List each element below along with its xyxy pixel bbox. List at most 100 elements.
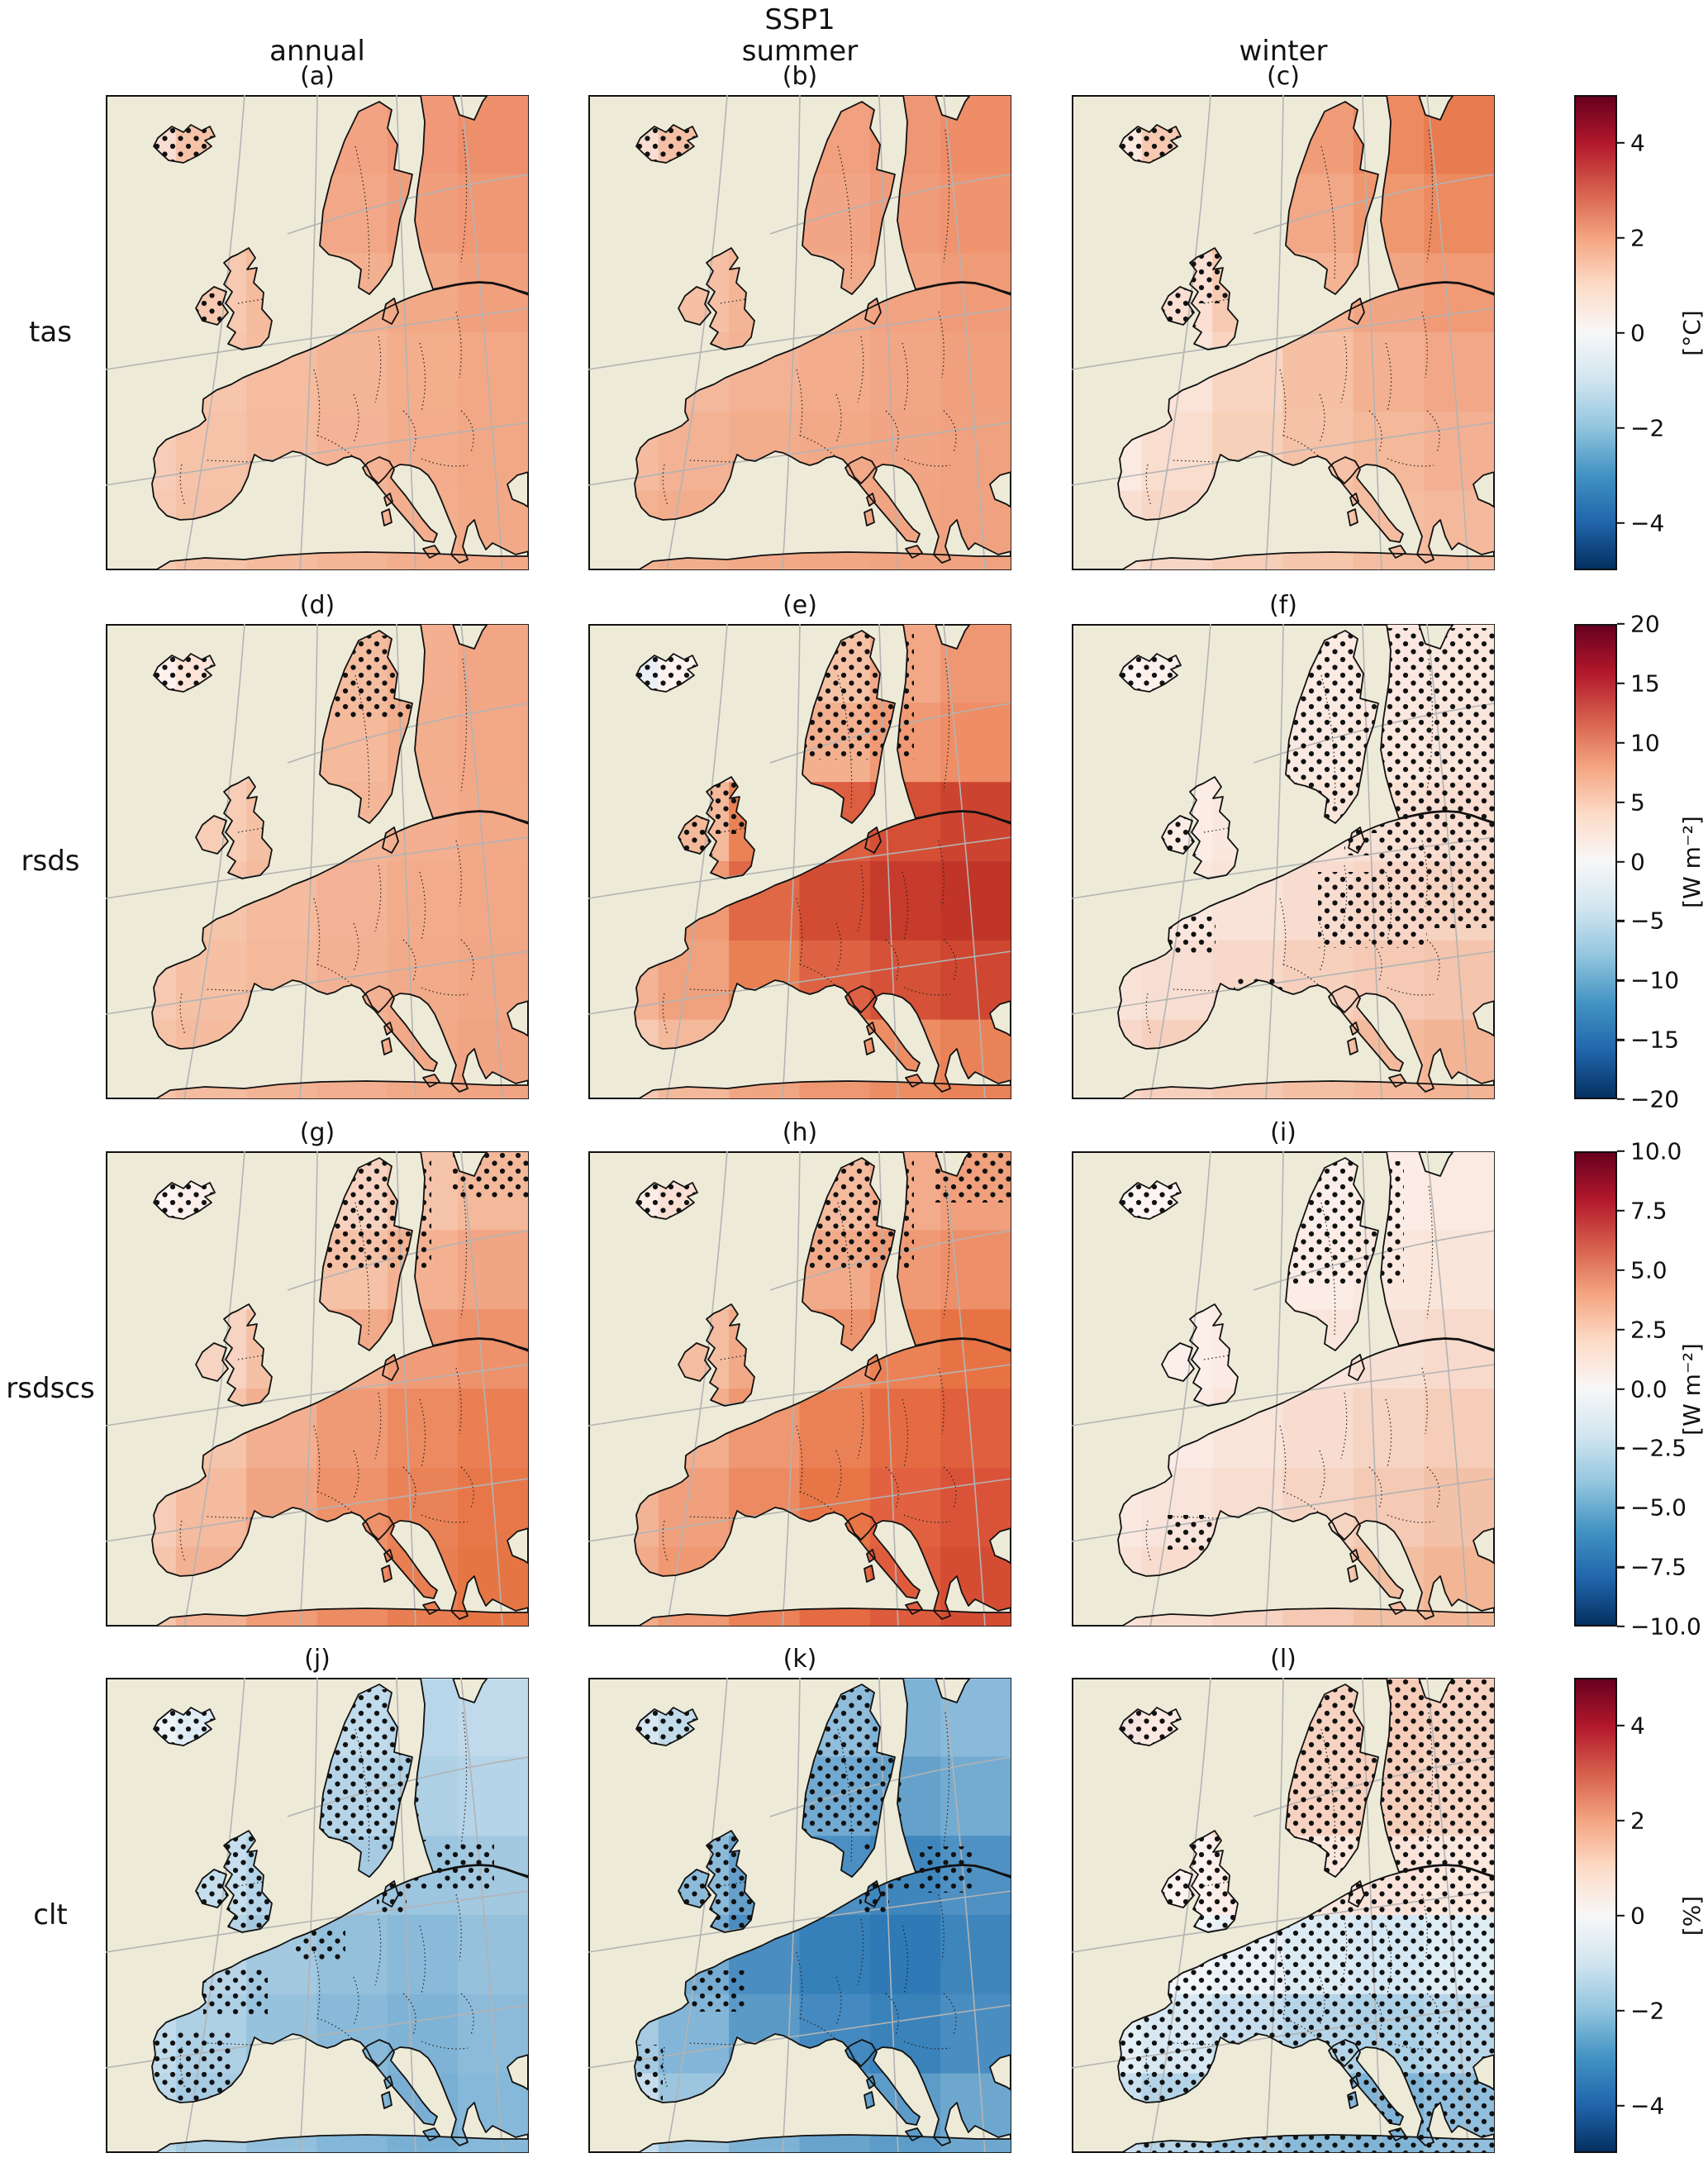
colorbar-tick-label: 10 — [1630, 729, 1660, 757]
colorbar-tick-label: 0 — [1630, 848, 1645, 875]
colorbar-tick-label: 4 — [1630, 1712, 1645, 1739]
column-header-summer: summer — [741, 35, 859, 68]
colorbar-clt: 4 2 0 −2 −4 [%] — [1574, 1678, 1708, 2153]
map-panel-rsds-winter: (f) — [1072, 591, 1495, 1099]
colorbar-gradient — [1574, 1678, 1617, 2153]
panel-letter-h: (h) — [782, 1118, 818, 1147]
panel-letter-d: (d) — [299, 591, 335, 620]
colorbar-tick-mark — [1617, 331, 1625, 334]
panel-letter-c: (c) — [1267, 62, 1300, 91]
map-panel-tas-winter: (c) — [1072, 62, 1495, 570]
colorbar-tick-mark — [1617, 741, 1625, 744]
colorbar-tick-label: 15 — [1630, 669, 1660, 698]
column-header-annual: annual — [269, 35, 365, 68]
colorbar-tick-mark — [1617, 2009, 1625, 2012]
colorbar-tick-mark — [1617, 426, 1625, 429]
colorbar-tick-label: −5.0 — [1630, 1493, 1687, 1522]
panel-letter-j: (j) — [304, 1645, 331, 1674]
colorbar-tick-label: 4 — [1630, 129, 1645, 156]
europe-map-d — [106, 624, 529, 1099]
colorbar-tick-mark — [1617, 622, 1625, 626]
colorbar-tick-mark — [1617, 1209, 1625, 1212]
colorbar-tas: 4 2 0 −2 −4 [°C] — [1574, 95, 1708, 570]
panel-letter-e: (e) — [783, 591, 817, 620]
colorbar-tick-label: 2 — [1630, 224, 1645, 251]
row-label-clt: clt — [33, 1898, 68, 1931]
panel-letter-g: (g) — [299, 1118, 335, 1147]
colorbar-tick-label: −7.5 — [1630, 1553, 1687, 1581]
colorbar-unit-label: [°C] — [1678, 309, 1706, 356]
map-panel-rsds-annual: (d) — [106, 591, 529, 1099]
row-label-tas: tas — [29, 316, 72, 349]
europe-map-k — [588, 1678, 1011, 2153]
row-label-rsds: rsds — [21, 845, 80, 878]
colorbar-tick-label: −2.5 — [1630, 1434, 1687, 1462]
colorbar-tick-label: −10 — [1630, 966, 1680, 994]
figure-title: SSP1 — [764, 3, 835, 36]
colorbar-tick-mark — [1617, 920, 1625, 922]
colorbar-tick-mark — [1617, 522, 1625, 524]
colorbar-tick-mark — [1617, 1388, 1625, 1390]
colorbar-unit-label: [W m⁻²] — [1678, 1342, 1706, 1436]
colorbar-gradient — [1574, 1151, 1617, 1627]
colorbar-tick-mark — [1617, 1447, 1625, 1450]
colorbar-tick-mark — [1617, 1038, 1625, 1041]
panel-letter-a: (a) — [300, 62, 335, 91]
colorbar-tick-label: 2 — [1630, 1807, 1645, 1834]
panel-letter-f: (f) — [1269, 591, 1297, 620]
colorbar-tick-mark — [1617, 236, 1625, 239]
colorbar-tick-mark — [1617, 860, 1625, 863]
colorbar-tick-mark — [1617, 1269, 1625, 1271]
colorbar-tick-label: 20 — [1630, 610, 1660, 638]
colorbar-tick-label: −20 — [1630, 1085, 1680, 1113]
colorbar-tick-label: 5 — [1630, 788, 1645, 817]
colorbar-tick-mark — [1617, 682, 1625, 685]
colorbar-tick-mark — [1617, 801, 1625, 803]
europe-map-i — [1072, 1151, 1495, 1627]
panel-letter-b: (b) — [782, 62, 818, 91]
colorbar-tick-label: 0.0 — [1630, 1375, 1668, 1403]
map-panel-rsds-summer: (e) — [588, 591, 1011, 1099]
colorbar-tick-mark — [1617, 1328, 1625, 1331]
colorbar-tick-label: −4 — [1630, 509, 1665, 536]
europe-map-a — [106, 95, 529, 570]
colorbar-tick-label: −4 — [1630, 2092, 1665, 2119]
colorbar-tick-mark — [1617, 1565, 1625, 1569]
colorbar-rsdscs: 10.0 7.5 5.0 2.5 0.0 −2.5 −5.0 −7.5 −10.0 [W m⁻²… — [1574, 1138, 1708, 1641]
colorbar-tick-label: 5.0 — [1630, 1256, 1668, 1284]
map-panel-rsdscs-winter: (i) — [1072, 1118, 1495, 1627]
colorbar-gradient — [1574, 624, 1617, 1099]
colorbar-unit-label: [%] — [1678, 1895, 1706, 1936]
colorbar-tick-label: 0 — [1630, 319, 1645, 346]
row-label-rsdscs: rsdscs — [6, 1372, 95, 1405]
panel-letter-l: (l) — [1270, 1645, 1296, 1674]
colorbar-tick-mark — [1617, 2104, 1625, 2107]
colorbar-tick-mark — [1617, 979, 1625, 982]
colorbar-tick-label: 7.5 — [1630, 1197, 1668, 1225]
colorbar-tick-mark — [1617, 1819, 1625, 1822]
colorbar-unit-label: [W m⁻²] — [1678, 815, 1706, 908]
europe-map-c — [1072, 95, 1495, 570]
colorbar-tick-label: −5 — [1630, 907, 1665, 935]
colorbar-gradient — [1574, 95, 1617, 570]
panel-letter-k: (k) — [783, 1645, 817, 1674]
map-panel-clt-winter: (l) — [1072, 1645, 1495, 2153]
europe-map-h — [588, 1151, 1011, 1627]
map-panel-tas-annual: (a) — [106, 62, 529, 570]
colorbar-tick-mark — [1617, 1098, 1625, 1101]
colorbar-tick-mark — [1617, 1150, 1625, 1153]
colorbar-tick-label: 2.5 — [1630, 1316, 1668, 1344]
panel-letter-i: (i) — [1270, 1118, 1296, 1147]
map-panel-clt-annual: (j) — [106, 1645, 529, 2153]
colorbar-tick-label: −2 — [1630, 1997, 1665, 2024]
europe-map-g — [106, 1151, 529, 1627]
colorbar-tick-mark — [1617, 1507, 1625, 1509]
colorbar-rsds: 20 15 10 5 0 −5 −10 −15 −20 [W m⁻²] — [1574, 611, 1708, 1113]
colorbar-tick-label: −2 — [1630, 414, 1665, 441]
europe-map-e — [588, 624, 1011, 1099]
europe-map-f — [1072, 624, 1495, 1099]
map-panel-tas-summer: (b) — [588, 62, 1011, 570]
map-panel-clt-summer: (k) — [588, 1645, 1011, 2153]
colorbar-tick-label: 0 — [1630, 1902, 1645, 1929]
colorbar-tick-mark — [1617, 1625, 1625, 1628]
